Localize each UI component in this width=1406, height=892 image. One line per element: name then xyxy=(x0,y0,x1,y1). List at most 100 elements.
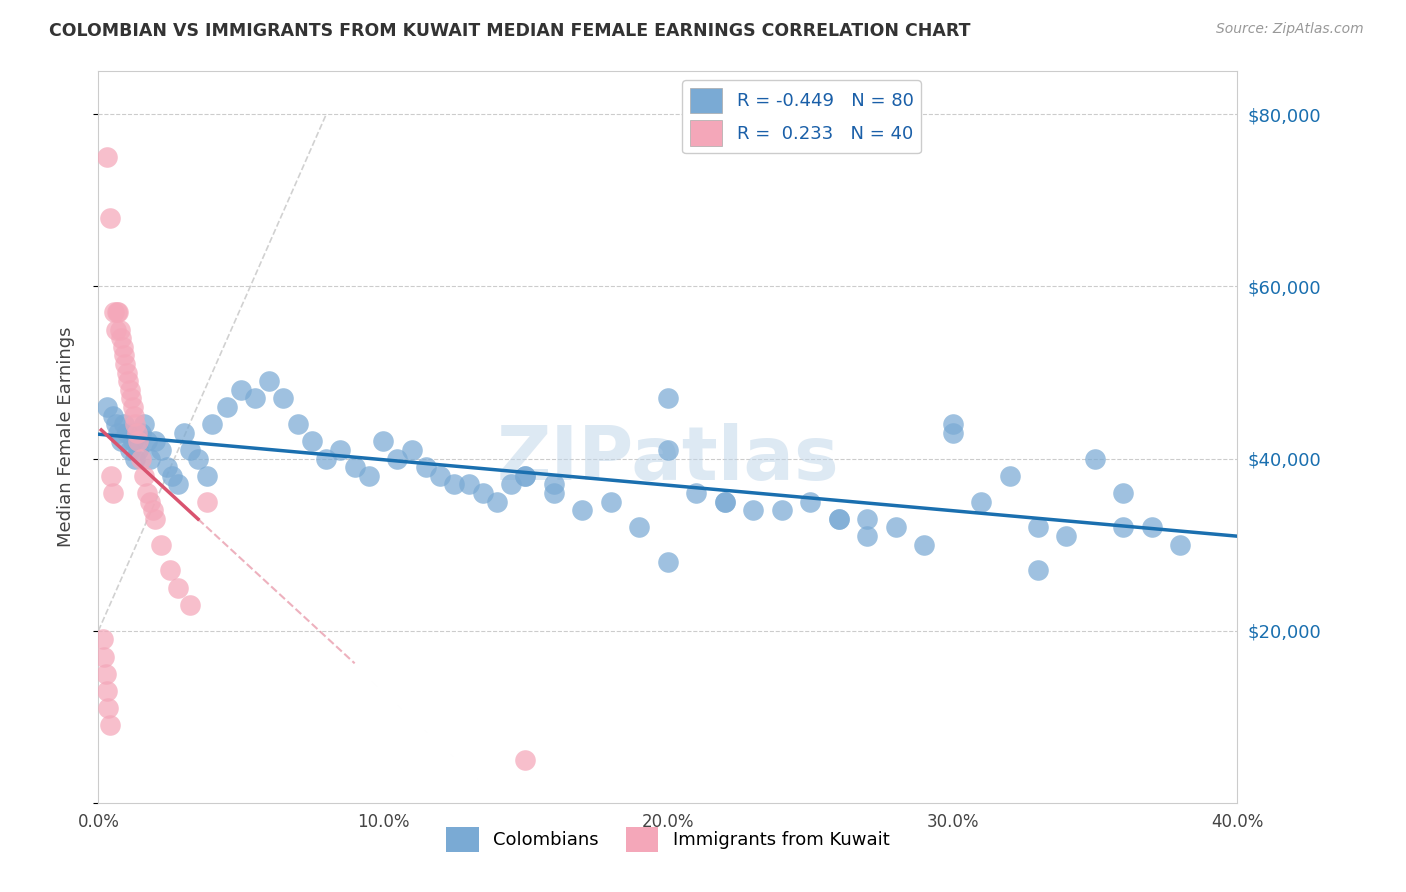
Text: COLOMBIAN VS IMMIGRANTS FROM KUWAIT MEDIAN FEMALE EARNINGS CORRELATION CHART: COLOMBIAN VS IMMIGRANTS FROM KUWAIT MEDI… xyxy=(49,22,970,40)
Point xyxy=(124,451,146,466)
Text: Source: ZipAtlas.com: Source: ZipAtlas.com xyxy=(1216,22,1364,37)
Point xyxy=(1026,564,1049,578)
Y-axis label: Median Female Earnings: Median Female Earnings xyxy=(56,326,75,548)
Text: ZIPatlas: ZIPatlas xyxy=(496,423,839,496)
Point xyxy=(387,451,409,466)
Point xyxy=(1170,538,1192,552)
Point xyxy=(104,417,127,432)
Point xyxy=(96,400,118,414)
Point xyxy=(112,348,135,362)
Point xyxy=(120,392,142,406)
Point xyxy=(828,512,851,526)
Point xyxy=(103,305,125,319)
Point xyxy=(96,684,118,698)
Point xyxy=(1056,529,1078,543)
Point xyxy=(104,322,127,336)
Point xyxy=(93,649,115,664)
Point xyxy=(105,305,128,319)
Point xyxy=(515,753,537,767)
Point xyxy=(159,564,181,578)
Point xyxy=(329,442,352,457)
Point xyxy=(657,392,679,406)
Point xyxy=(94,666,117,681)
Point xyxy=(167,581,190,595)
Point xyxy=(127,442,149,457)
Point xyxy=(132,417,155,432)
Point xyxy=(132,468,155,483)
Point xyxy=(173,425,195,440)
Point xyxy=(118,383,141,397)
Point xyxy=(187,451,209,466)
Point xyxy=(742,503,765,517)
Point xyxy=(273,392,295,406)
Point xyxy=(121,434,143,449)
Point xyxy=(138,451,160,466)
Point xyxy=(91,632,114,647)
Point xyxy=(114,357,136,371)
Point xyxy=(287,417,309,432)
Point xyxy=(884,520,907,534)
Point xyxy=(770,503,793,517)
Point xyxy=(600,494,623,508)
Point xyxy=(1084,451,1107,466)
Point xyxy=(167,477,190,491)
Point xyxy=(215,400,238,414)
Point xyxy=(127,434,149,449)
Point xyxy=(110,434,132,449)
Point xyxy=(501,477,523,491)
Point xyxy=(125,425,148,440)
Point xyxy=(110,331,132,345)
Point xyxy=(98,718,121,732)
Point xyxy=(122,409,145,423)
Point xyxy=(195,468,218,483)
Point xyxy=(141,503,163,517)
Point xyxy=(457,477,479,491)
Point xyxy=(942,417,965,432)
Point xyxy=(145,434,167,449)
Point xyxy=(942,425,965,440)
Point xyxy=(118,442,141,457)
Point xyxy=(150,538,173,552)
Point xyxy=(856,529,879,543)
Point xyxy=(657,555,679,569)
Point xyxy=(100,468,122,483)
Point xyxy=(628,520,651,534)
Point xyxy=(145,512,167,526)
Point xyxy=(111,340,134,354)
Point xyxy=(828,512,851,526)
Point xyxy=(115,366,138,380)
Point xyxy=(343,460,366,475)
Point xyxy=(970,494,993,508)
Point xyxy=(543,477,565,491)
Point xyxy=(98,211,121,225)
Point xyxy=(115,425,138,440)
Point xyxy=(685,486,707,500)
Point xyxy=(259,374,281,388)
Point xyxy=(108,322,131,336)
Point xyxy=(1112,486,1135,500)
Point xyxy=(179,598,201,612)
Point xyxy=(121,400,143,414)
Point xyxy=(515,468,537,483)
Point xyxy=(571,503,593,517)
Point xyxy=(96,150,118,164)
Point xyxy=(124,417,146,432)
Point xyxy=(97,701,120,715)
Point xyxy=(138,494,160,508)
Point xyxy=(201,417,224,432)
Point xyxy=(998,468,1021,483)
Point xyxy=(129,425,152,440)
Point xyxy=(415,460,437,475)
Point xyxy=(1112,520,1135,534)
Point xyxy=(1026,520,1049,534)
Point xyxy=(112,417,135,432)
Point xyxy=(856,512,879,526)
Point xyxy=(135,486,157,500)
Point xyxy=(714,494,737,508)
Point xyxy=(443,477,465,491)
Point xyxy=(135,434,157,449)
Point xyxy=(486,494,509,508)
Point xyxy=(315,451,337,466)
Point xyxy=(156,460,179,475)
Point xyxy=(471,486,494,500)
